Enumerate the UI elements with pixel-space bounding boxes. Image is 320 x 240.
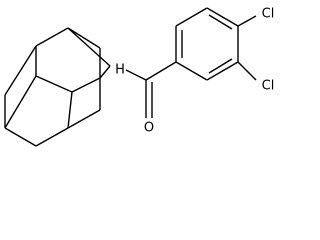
bond [35,75,73,93]
bond [35,27,69,47]
bond [35,127,69,147]
bond [175,7,208,27]
bond [175,61,208,81]
bond [206,61,239,81]
bond [237,61,257,81]
atom-label: Cl [262,7,275,22]
bond [208,58,233,74]
page: Cl Cl H O (() => { const data = JSON.par… [4,6,275,147]
bond [4,75,37,129]
atom-label: H [115,63,125,78]
bond [71,77,101,93]
bond [67,27,101,49]
bond [99,65,111,79]
atom-label: Cl [262,79,275,94]
atom-label: O [144,121,154,136]
bond [67,27,111,67]
bond [4,45,37,96]
bond [125,69,147,81]
bond [4,127,37,147]
structure: Cl Cl H O [4,7,275,147]
bond [145,61,177,81]
bond [67,109,101,129]
bond [67,91,73,129]
bond [208,14,233,30]
bond [237,15,257,27]
bond [206,7,239,27]
bonds [4,7,257,147]
